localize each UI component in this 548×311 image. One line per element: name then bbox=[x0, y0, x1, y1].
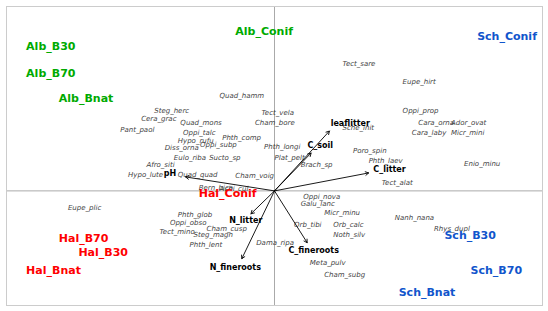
svg-text:Hal_B70: Hal_B70 bbox=[59, 232, 109, 245]
svg-text:Cham_voig: Cham_voig bbox=[235, 172, 274, 180]
svg-text:Hal_Bnat: Hal_Bnat bbox=[26, 264, 81, 277]
svg-text:Cham_subg: Cham_subg bbox=[324, 271, 365, 279]
svg-text:Meta_pulv: Meta_pulv bbox=[310, 259, 347, 267]
svg-text:Phth_longi: Phth_longi bbox=[264, 143, 300, 151]
svg-text:Oppi_obso: Oppi_obso bbox=[170, 219, 207, 227]
svg-text:Sch_Conif: Sch_Conif bbox=[477, 30, 537, 43]
svg-text:Steg_magn: Steg_magn bbox=[193, 231, 233, 239]
svg-text:Eulo_riba: Eulo_riba bbox=[174, 154, 206, 162]
svg-text:Noth_silv: Noth_silv bbox=[333, 231, 366, 239]
svg-text:Poro_spin: Poro_spin bbox=[353, 147, 387, 155]
svg-text:Alb_Bnat: Alb_Bnat bbox=[59, 92, 114, 105]
svg-text:Cera_grac: Cera_grac bbox=[141, 115, 176, 123]
svg-text:Plat_pelt: Plat_pelt bbox=[274, 154, 305, 163]
svg-text:Eupe_hirt: Eupe_hirt bbox=[403, 77, 436, 85]
svg-text:Pant_paol: Pant_paol bbox=[120, 126, 154, 134]
svg-text:Oppi_subp: Oppi_subp bbox=[200, 141, 237, 149]
svg-text:Sch_B30: Sch_B30 bbox=[444, 229, 496, 242]
svg-text:Quad_mons: Quad_mons bbox=[180, 119, 222, 127]
svg-text:Diss_orna: Diss_orna bbox=[165, 144, 199, 152]
svg-text:Oppi_talc: Oppi_talc bbox=[183, 129, 216, 137]
svg-text:Tect_vela: Tect_vela bbox=[261, 109, 294, 117]
svg-text:Brach_sp: Brach_sp bbox=[301, 161, 333, 169]
svg-text:Phth_comp: Phth_comp bbox=[222, 134, 261, 143]
svg-text:C_soil: C_soil bbox=[307, 141, 333, 150]
svg-text:Tect_sare: Tect_sare bbox=[342, 60, 375, 68]
svg-text:Galu_lanc: Galu_lanc bbox=[301, 200, 335, 208]
svg-text:N_litter: N_litter bbox=[229, 216, 262, 225]
svg-text:leaflitter: leaflitter bbox=[331, 119, 370, 128]
svg-text:Cara_laby: Cara_laby bbox=[412, 129, 448, 137]
svg-text:Eupe_plic: Eupe_plic bbox=[68, 204, 101, 212]
svg-text:Hal_Conif: Hal_Conif bbox=[199, 187, 257, 200]
svg-text:Phth_glob: Phth_glob bbox=[178, 211, 213, 219]
svg-text:Phth_laev: Phth_laev bbox=[368, 157, 403, 166]
svg-text:Orb_calc: Orb_calc bbox=[333, 221, 363, 229]
svg-text:Sche_init: Sche_init bbox=[342, 124, 375, 133]
svg-text:Quad_quad: Quad_quad bbox=[178, 171, 218, 179]
svg-text:Afro_siti: Afro_siti bbox=[146, 161, 175, 170]
svg-text:C_fineroots: C_fineroots bbox=[288, 246, 339, 255]
svg-text:Cham_bore: Cham_bore bbox=[255, 119, 295, 127]
svg-text:Quad_hamm: Quad_hamm bbox=[220, 92, 265, 100]
svg-text:pH: pH bbox=[164, 169, 176, 178]
svg-text:Oppi_nova: Oppi_nova bbox=[303, 193, 341, 202]
svg-text:Hal_B30: Hal_B30 bbox=[78, 246, 128, 259]
svg-text:Ador_ovat: Ador_ovat bbox=[450, 119, 487, 127]
svg-text:Cham_cusp: Cham_cusp bbox=[207, 225, 248, 233]
svg-text:Tect_mino: Tect_mino bbox=[159, 228, 194, 236]
svg-text:Hypo_lute: Hypo_lute bbox=[128, 171, 163, 179]
svg-text:Sch_B70: Sch_B70 bbox=[471, 264, 523, 277]
svg-text:N_fineroots: N_fineroots bbox=[210, 263, 262, 272]
svg-text:Tect_alat: Tect_alat bbox=[382, 179, 413, 187]
svg-text:Orb_tibi: Orb_tibi bbox=[294, 221, 322, 229]
svg-text:Sucto_sp: Sucto_sp bbox=[209, 154, 241, 162]
svg-text:Alb_B70: Alb_B70 bbox=[26, 67, 76, 80]
svg-text:Alb_B30: Alb_B30 bbox=[26, 40, 76, 53]
svg-text:C_litter: C_litter bbox=[373, 165, 405, 174]
svg-text:Steg_herc: Steg_herc bbox=[154, 107, 189, 115]
svg-text:Oppi_prop: Oppi_prop bbox=[403, 107, 439, 115]
svg-text:Enio_minu: Enio_minu bbox=[464, 160, 501, 168]
svg-text:Alb_Conif: Alb_Conif bbox=[235, 25, 293, 38]
svg-text:Micr_minu: Micr_minu bbox=[324, 209, 360, 217]
svg-text:Cara_orna: Cara_orna bbox=[418, 119, 454, 127]
svg-text:Dama_ripa: Dama_ripa bbox=[256, 239, 294, 247]
svg-text:Micr_mini: Micr_mini bbox=[451, 129, 484, 137]
svg-text:Nanh_nana: Nanh_nana bbox=[395, 214, 434, 222]
svg-text:Sch_Bnat: Sch_Bnat bbox=[399, 286, 456, 299]
svg-text:Phth_lent: Phth_lent bbox=[190, 241, 223, 249]
